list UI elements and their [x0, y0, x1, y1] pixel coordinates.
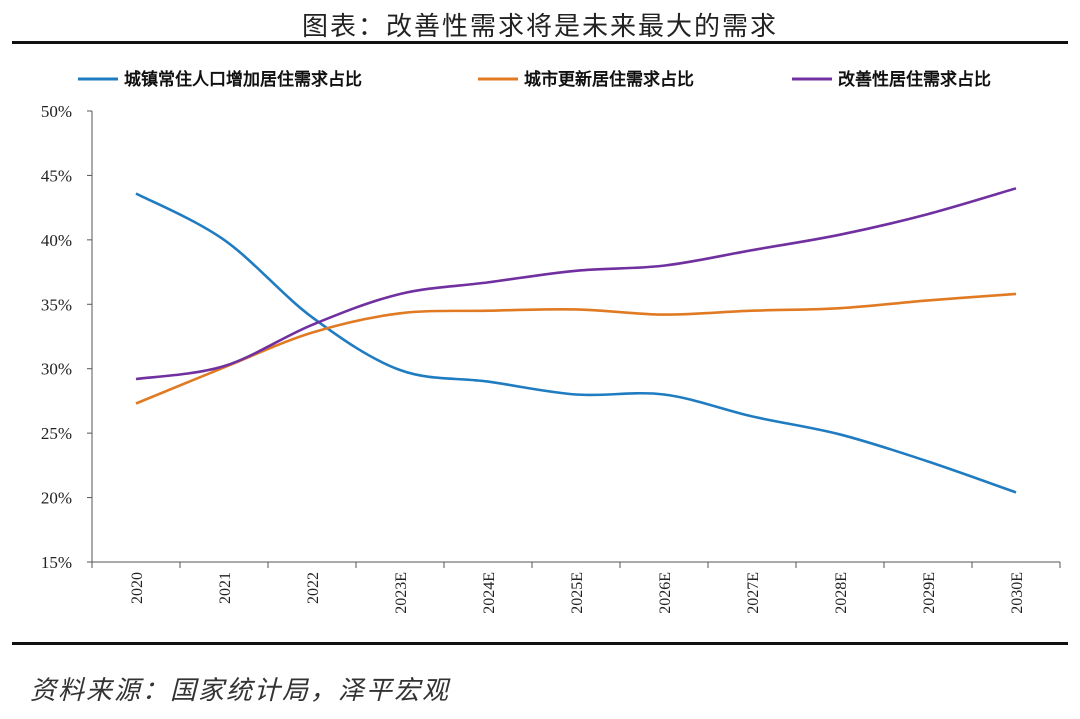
x-tick-label: 2022 [305, 572, 322, 604]
y-tick-label: 25% [41, 424, 72, 443]
series-line-0 [135, 192, 1017, 494]
source-note: 资料来源：国家统计局，泽平宏观 [30, 676, 451, 706]
x-tick-label: 2027E [745, 572, 762, 614]
x-tick-label: 2024E [481, 572, 498, 614]
x-tick-label: 2025E [569, 572, 586, 614]
y-tick-label: 30% [41, 360, 72, 379]
y-tick-label: 20% [41, 489, 72, 508]
chart-title: 图表：改善性需求将是未来最大的需求 [301, 12, 778, 42]
bottom-rule [12, 642, 1068, 645]
x-tick-label: 2021 [217, 572, 234, 604]
legend-label-1: 城市更新居住需求占比 [524, 69, 694, 90]
x-tick-label: 2020 [129, 572, 146, 604]
x-tick-label: 2030E [1009, 572, 1026, 614]
x-tick-label: 2029E [921, 572, 938, 614]
top-rule [12, 41, 1068, 44]
legend-label-2: 改善性居住需求占比 [838, 69, 991, 90]
x-tick-label: 2028E [833, 572, 850, 614]
y-tick-label: 40% [41, 231, 72, 250]
series-line-1 [135, 292, 1017, 405]
y-tick-label: 35% [41, 295, 72, 314]
x-tick-label: 2026E [657, 572, 674, 614]
series-line-2 [135, 187, 1017, 381]
y-tick-label: 45% [41, 166, 72, 185]
y-tick-label: 50% [41, 102, 72, 121]
x-tick-label: 2023E [393, 572, 410, 614]
y-tick-label: 15% [41, 553, 72, 572]
legend-label-0: 城镇常住人口增加居住需求占比 [124, 69, 362, 90]
